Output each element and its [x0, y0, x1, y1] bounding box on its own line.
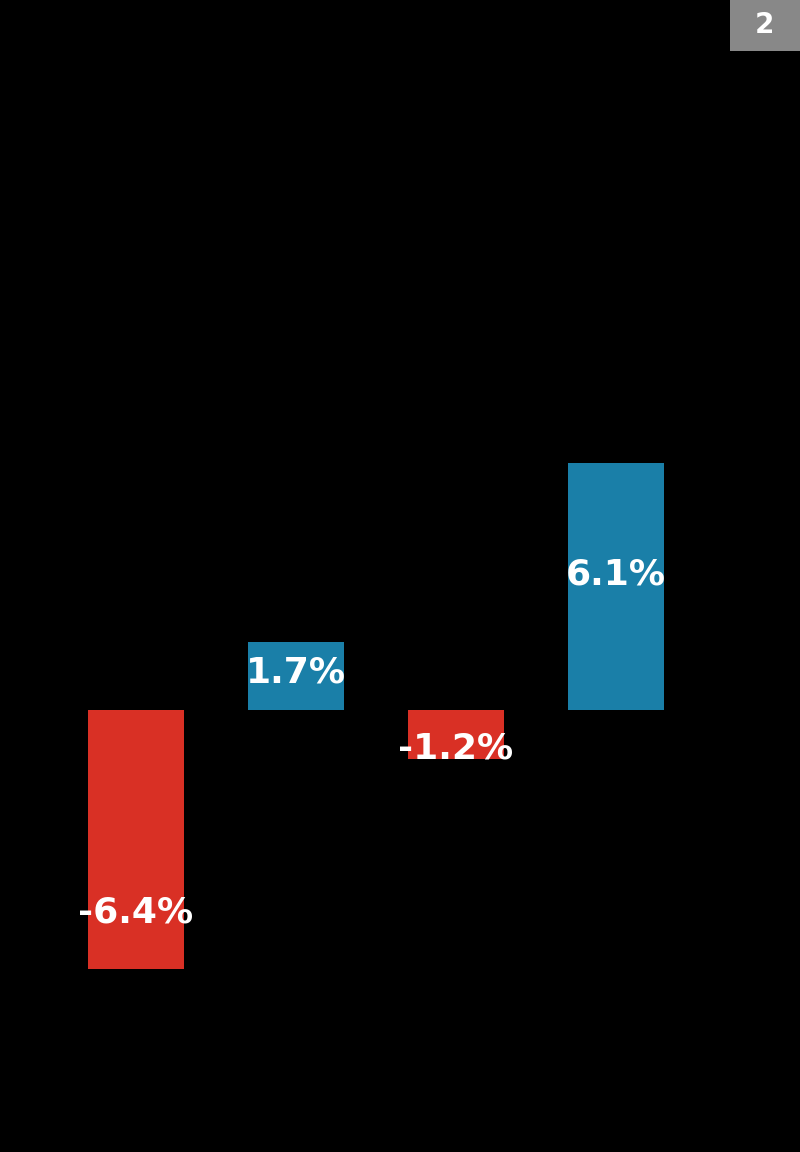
Text: -1.2%: -1.2% [398, 732, 514, 765]
Text: 6.1%: 6.1% [566, 558, 666, 592]
Bar [88, 711, 184, 969]
Text: 1.7%: 1.7% [246, 655, 346, 690]
Text: 2: 2 [755, 12, 774, 39]
Bar [568, 463, 664, 711]
Text: -6.4%: -6.4% [78, 895, 194, 930]
Bar [408, 711, 504, 759]
Bar [248, 642, 344, 711]
